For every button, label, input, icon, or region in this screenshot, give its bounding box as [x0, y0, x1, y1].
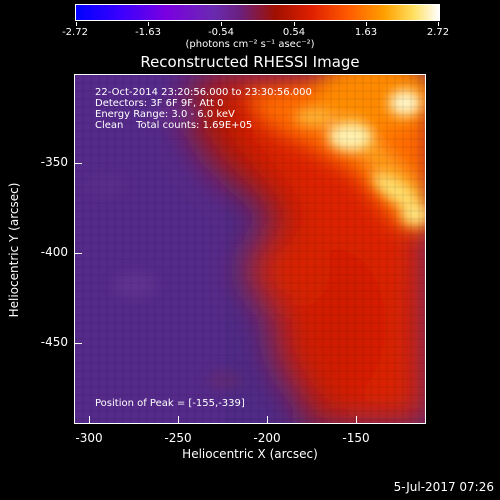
- colorbar-tick: [438, 22, 439, 26]
- y-tick: [74, 343, 82, 344]
- colorbar: [75, 4, 440, 26]
- colorbar-tick-label: -2.72: [62, 27, 88, 38]
- x-tick-label: -300: [75, 431, 103, 445]
- x-tick-label: -150: [342, 431, 370, 445]
- annotation-energy-range: Energy Range: 3.0 - 6.0 keV: [95, 109, 235, 120]
- annotation-detectors: Detectors: 3F 6F 9F, Att 0: [95, 98, 224, 109]
- y-tick-label: -350: [40, 155, 68, 169]
- rhessi-image: [75, 75, 425, 423]
- colorbar-tick: [148, 22, 149, 26]
- x-tick: [89, 416, 90, 424]
- annotation-peak-position: Position of Peak = [-155,-339]: [95, 398, 245, 409]
- plot-title: Reconstructed RHESSI Image: [140, 53, 360, 71]
- y-axis-title: Heliocentric Y (arcsec): [7, 182, 21, 318]
- colorbar-tick: [76, 22, 77, 26]
- colorbar-units: (photons cm⁻² s⁻¹ asec⁻²): [185, 39, 315, 50]
- y-tick: [74, 253, 82, 254]
- colorbar-tick: [294, 22, 295, 26]
- colorbar-tick-label: 0.54: [282, 27, 306, 38]
- y-tick-label: -400: [40, 245, 68, 259]
- x-axis-title: Heliocentric X (arcsec): [182, 447, 318, 461]
- annotation-time-range: 22-Oct-2014 23:20:56.000 to 23:30:56.000: [95, 87, 312, 98]
- x-tick: [356, 416, 357, 424]
- footer-date: 5-Jul-2017 07:26: [393, 480, 494, 494]
- colorbar-tick-label: -1.63: [135, 27, 161, 38]
- rhessi-image-panel: 22-Oct-2014 23:20:56.000 to 23:30:56.000…: [74, 74, 426, 424]
- colorbar-tick-label: -0.54: [208, 27, 234, 38]
- y-tick: [74, 163, 82, 164]
- annotation-clean-counts: Clean Total counts: 1.69E+05: [95, 120, 253, 131]
- colorbar-tick-label: 2.72: [426, 27, 450, 38]
- x-tick-label: -250: [164, 431, 192, 445]
- x-tick: [267, 416, 268, 424]
- x-tick-label: -200: [253, 431, 281, 445]
- x-tick: [178, 416, 179, 424]
- colorbar-tick: [221, 22, 222, 26]
- colorbar-tick: [366, 22, 367, 26]
- colorbar-tick-label: 1.63: [354, 27, 378, 38]
- y-tick-label: -450: [40, 335, 68, 349]
